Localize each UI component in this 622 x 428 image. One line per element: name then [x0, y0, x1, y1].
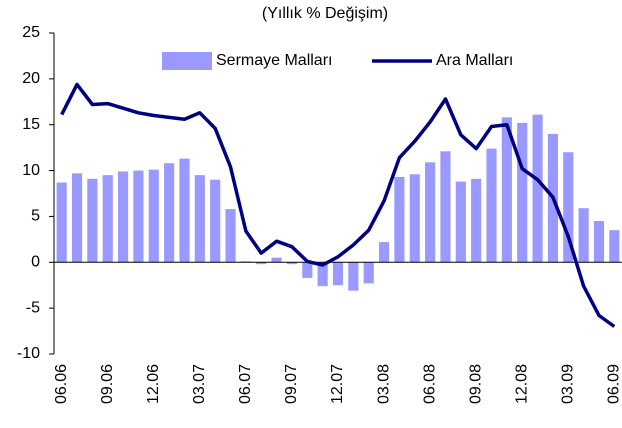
bar [133, 170, 144, 263]
bar [409, 174, 420, 263]
bar [179, 158, 190, 263]
bar [210, 179, 221, 263]
bar [87, 178, 98, 263]
y-tick-label: 20 [22, 70, 40, 87]
bar [394, 176, 405, 263]
x-tick-label: 12.07 [329, 364, 346, 404]
bar [593, 221, 605, 263]
bar [302, 262, 313, 278]
x-tick-label: 09.06 [99, 364, 116, 404]
bar [563, 152, 574, 263]
y-tick-label: 0 [31, 254, 40, 271]
x-tick-label: 12.08 [513, 364, 530, 404]
bar [348, 262, 359, 291]
bar [225, 209, 236, 263]
legend-label: Ara Malları [436, 52, 513, 69]
bar [609, 230, 620, 263]
legend-label: Sermaye Malları [216, 52, 332, 69]
bar [71, 173, 83, 263]
bar [578, 208, 589, 263]
x-tick-label: 03.07 [191, 364, 208, 404]
x-tick-label: 06.06 [53, 364, 70, 404]
bar [164, 163, 175, 263]
bar [532, 114, 543, 263]
x-tick-label: 06.08 [421, 364, 438, 404]
bar [425, 162, 436, 263]
y-tick-label: 5 [31, 208, 40, 225]
bar [256, 262, 267, 265]
line [60, 82, 616, 328]
x-tick-label: 03.08 [375, 364, 392, 404]
y-tick-label: -5 [26, 299, 40, 316]
bar [148, 169, 159, 263]
bar [56, 182, 67, 263]
bar [118, 171, 129, 263]
x-tick-label: 09.08 [467, 364, 484, 404]
bar [471, 178, 482, 263]
x-tick-label: 06.07 [237, 364, 254, 404]
x-tick-label: 12.06 [145, 364, 162, 404]
bar [332, 262, 344, 286]
y-tick-label: 25 [22, 24, 40, 41]
bar [317, 262, 328, 287]
chart-title: (Yıllık % Değişim) [262, 5, 388, 22]
y-tick-label: 10 [22, 162, 40, 179]
bar [378, 242, 390, 263]
bar [486, 148, 497, 263]
x-tick-label: 03.09 [559, 364, 576, 404]
y-tick-label: -10 [17, 345, 40, 362]
legend-swatch [162, 52, 212, 70]
bar [455, 181, 466, 263]
y-tick-label: 15 [22, 116, 40, 133]
bar [271, 257, 282, 263]
bar [194, 175, 205, 263]
bar [440, 151, 451, 263]
bar [501, 117, 512, 263]
bar [286, 262, 298, 265]
bar [102, 175, 113, 263]
bar [517, 122, 528, 263]
x-tick-label: 09.07 [283, 364, 300, 404]
bar [363, 262, 374, 284]
x-tick-label: 06.09 [606, 364, 622, 404]
